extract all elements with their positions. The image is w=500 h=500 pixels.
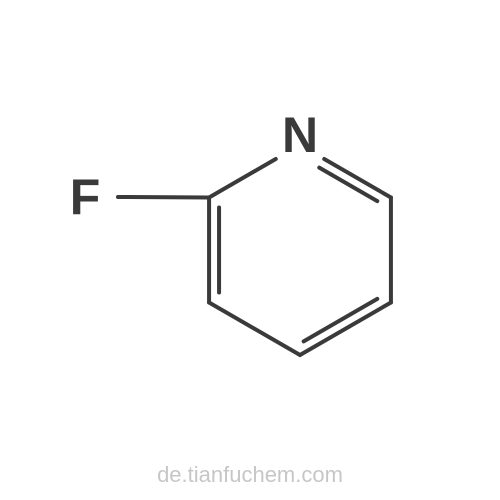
bond-line [209, 303, 300, 356]
bond-line [118, 197, 209, 198]
bond-line [300, 303, 391, 356]
molecule-svg: NF [0, 0, 500, 500]
atom-label-f: F [70, 169, 101, 225]
atom-label-n: N [282, 107, 318, 163]
bond-line [209, 159, 276, 198]
figure-container: NF de.tianfuchem.com [0, 0, 500, 500]
bond-line [304, 299, 378, 342]
